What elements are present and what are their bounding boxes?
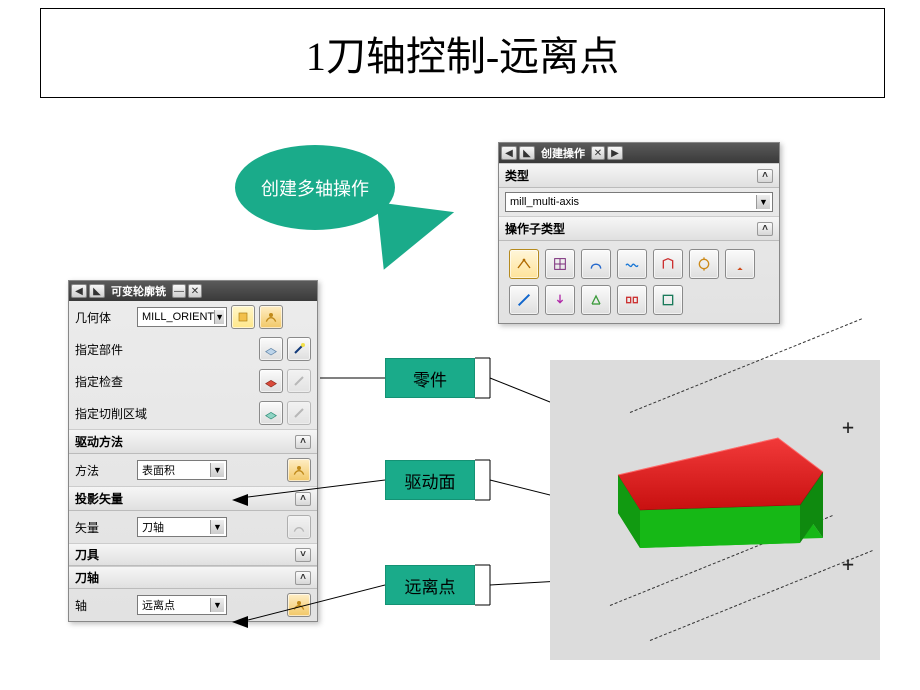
pointer-arrows	[0, 0, 920, 690]
